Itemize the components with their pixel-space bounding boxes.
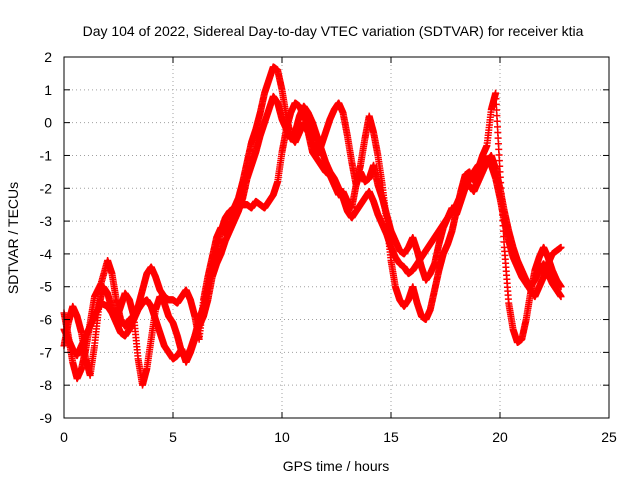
chart-title: Day 104 of 2022, Sidereal Day-to-day VTE…: [83, 23, 584, 39]
x-tick-label: 15: [383, 429, 399, 445]
y-tick-label: -3: [40, 213, 53, 229]
x-tick-label: 20: [492, 429, 508, 445]
y-tick-label: -1: [40, 147, 53, 163]
y-tick-label: -2: [40, 180, 53, 196]
x-tick-label: 10: [274, 429, 290, 445]
data-point-marker: [557, 293, 565, 301]
y-tick-label: -7: [40, 344, 53, 360]
y-tick-label: -5: [40, 279, 53, 295]
x-axis-title: GPS time / hours: [283, 458, 390, 474]
y-tick-label: 1: [44, 82, 52, 98]
y-tick-label: -4: [40, 246, 53, 262]
y-tick-label: 0: [44, 115, 52, 131]
y-tick-label: -8: [40, 377, 53, 393]
data-layer: [60, 63, 565, 389]
x-tick-label: 25: [601, 429, 617, 445]
y-tick-label: 2: [44, 49, 52, 65]
series-trace-2: [60, 92, 565, 366]
y-axis-title: SDTVAR / TECUs: [5, 182, 21, 294]
x-tick-label: 0: [60, 429, 68, 445]
x-tick-label: 5: [169, 429, 177, 445]
y-tick-label: -9: [40, 410, 53, 426]
y-tick-label: -6: [40, 312, 53, 328]
